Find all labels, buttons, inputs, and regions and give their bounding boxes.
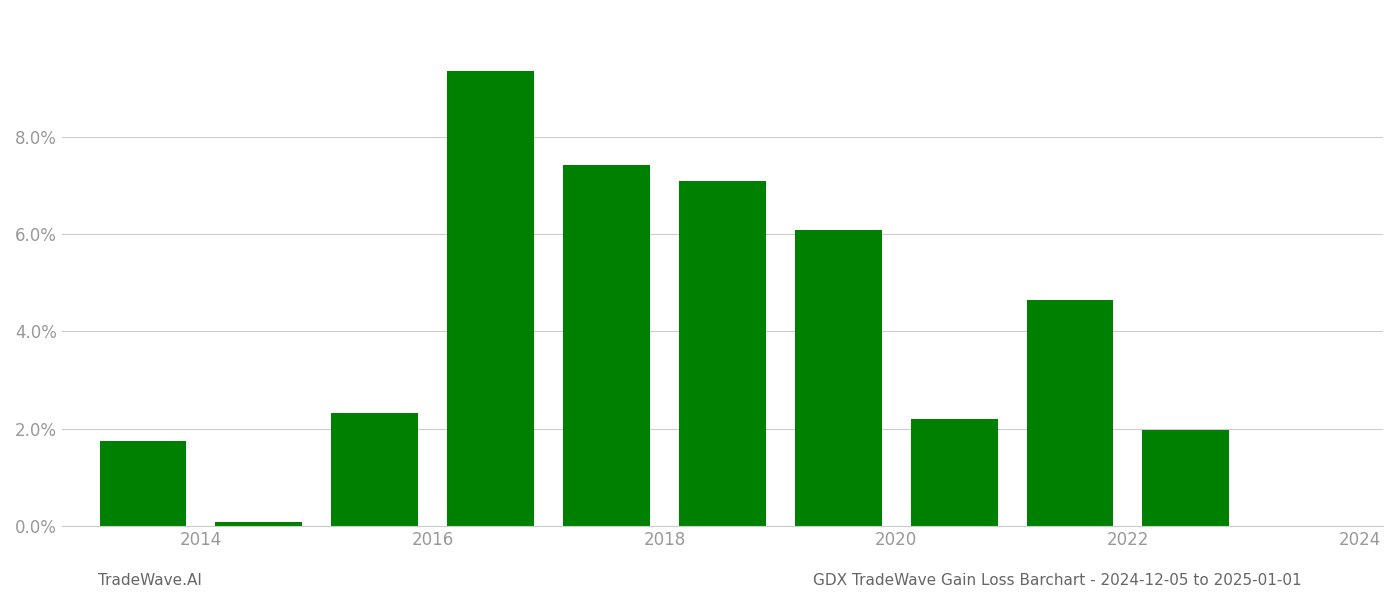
Text: GDX TradeWave Gain Loss Barchart - 2024-12-05 to 2025-01-01: GDX TradeWave Gain Loss Barchart - 2024-… (813, 573, 1302, 588)
Bar (1026, 300, 1113, 526)
Bar (447, 71, 533, 526)
Bar (1142, 430, 1229, 526)
Bar (795, 230, 882, 526)
Bar (99, 441, 186, 526)
Bar (563, 165, 650, 526)
Bar (216, 522, 302, 526)
Bar (910, 419, 998, 526)
Bar (332, 413, 419, 526)
Bar (679, 181, 766, 526)
Text: TradeWave.AI: TradeWave.AI (98, 573, 202, 588)
